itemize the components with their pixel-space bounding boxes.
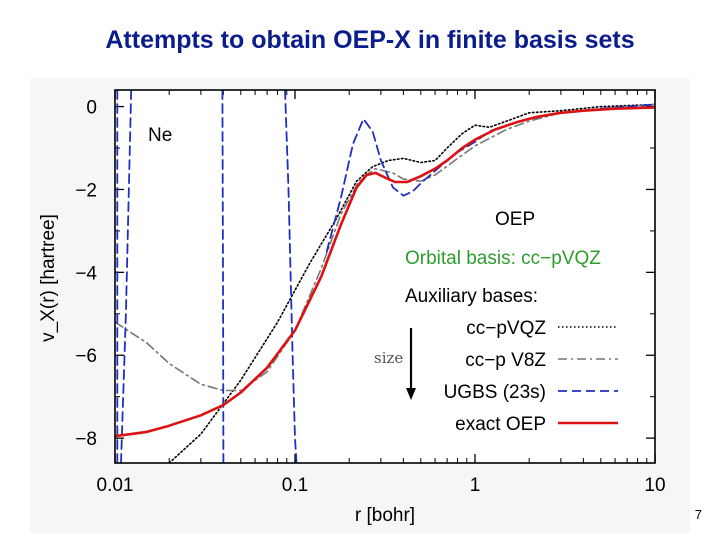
lines-layer [115,90,655,463]
legend-label: cc−p V8Z [465,350,546,371]
y-tick-label: −8 [75,429,97,450]
y-tick-label: −2 [75,180,97,201]
size-label: size [374,349,403,367]
chart-svg: 0.01 0.1 1 10 0 −2 −4 −6 −8 r [bohr] v_X(r) [har… [38,89,666,526]
y-tick-label: 0 [86,98,97,119]
plot-frame [114,89,656,464]
legend-label: cc−pVQZ [466,318,546,339]
size-arrow [406,328,416,400]
plot-area [115,90,655,463]
x-tick-label: 0.1 [282,475,308,496]
atom-label: Ne [148,125,172,146]
aux-bases-header: Auxiliary bases: [405,286,538,307]
series-line-2 [120,90,133,463]
legend-label: UGBS (23s) [444,382,546,403]
method-label: OEP [495,209,535,230]
series-line-3 [115,106,655,438]
series-line-2 [221,90,225,463]
x-tick-label: 1 [470,475,481,496]
orbital-basis-label: Orbital basis: cc−pVQZ [405,248,601,269]
y-tick-label: −6 [75,346,97,367]
x-tick-label: 0.01 [97,475,134,496]
x-tick-label: 10 [644,475,665,496]
labels-layer: 0.01 0.1 1 10 0 −2 −4 −6 −8 [75,98,665,496]
series-line-2 [284,90,298,463]
x-axis-label: r [bohr] [355,505,415,526]
page-number: 7 [694,507,702,522]
chart-figure: 0.01 0.1 1 10 0 −2 −4 −6 −8 r [bohr] v_X(r) [har… [30,78,690,533]
series-line-1 [115,103,655,392]
y-tick-label: −4 [75,263,97,284]
legend-label: exact OEP [455,414,546,435]
series-line-0 [168,103,655,463]
y-axis-label: v_X(r) [hartree] [38,214,59,342]
legend: cc−pVQZ cc−p V8Z UGBS (23s) exact OEP [444,318,618,435]
slide-title: Attempts to obtain OEP-X in finite basis… [105,26,635,54]
